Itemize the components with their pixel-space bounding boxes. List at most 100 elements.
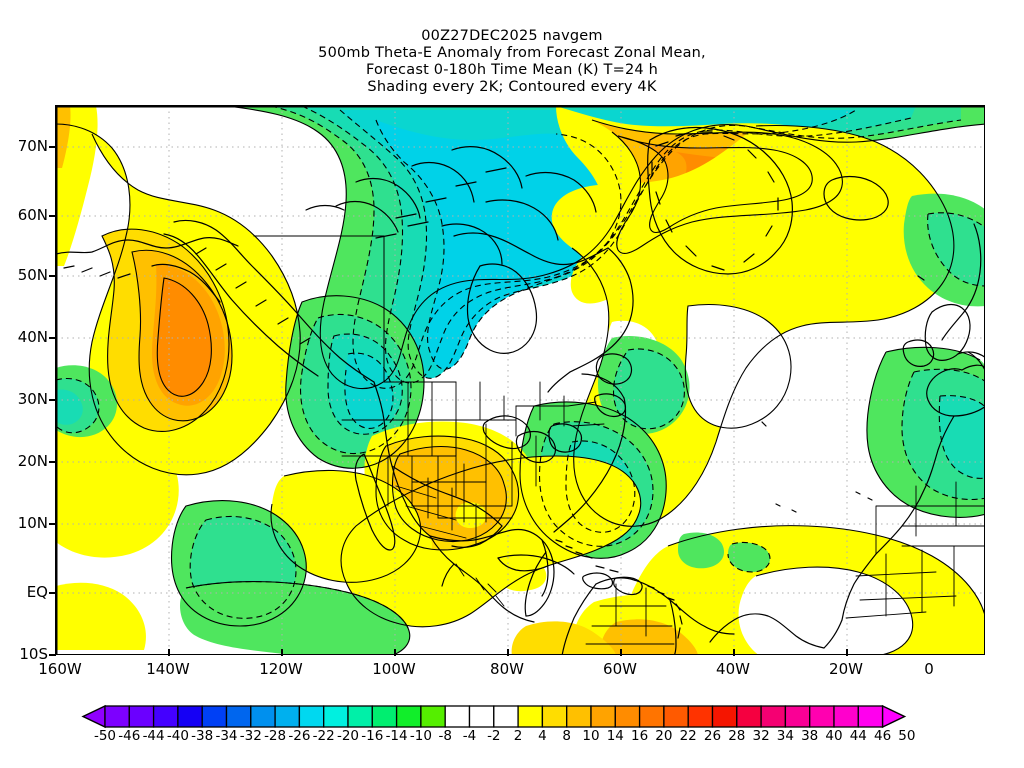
colorbar-tick-label: -44: [142, 728, 165, 744]
xtick-label-100W: 100W: [372, 660, 416, 678]
colorbar-tick-label: -40: [166, 728, 189, 744]
shade-nwcorner-teal: [56, 389, 83, 425]
colorbar-swatch: [687, 705, 714, 728]
colorbar-swatch: [225, 705, 252, 728]
shade-carib-cell2: [497, 556, 547, 592]
ytick-label-70N: 70N: [17, 137, 48, 155]
coastlines: [56, 126, 984, 654]
ytick-mark-30N: [49, 399, 56, 401]
xtick-mark-120W: [281, 649, 283, 656]
colorbar-swatch: [444, 705, 471, 728]
ytick-mark-20N: [49, 461, 56, 463]
colorbar-swatches: [81, 704, 907, 729]
colorbar-swatch: [298, 705, 325, 728]
shade-gulfguinea-gold: [601, 619, 698, 654]
map-plot-area: [55, 105, 985, 655]
colorbar-tick-label: -38: [191, 728, 214, 744]
colorbar-swatch: [395, 705, 422, 728]
colorbar-tick-label: -28: [264, 728, 287, 744]
xtick-label-20W: 20W: [829, 660, 863, 678]
colorbar-tick-label: 50: [898, 728, 916, 744]
colorbar-tick-label: 20: [655, 728, 673, 744]
colorbar: -50 -46 -44 -40 -38 -34 -32 -28 -26 -22 -20 -16 -14-…: [0, 700, 1024, 760]
colorbar-swatch: [371, 705, 398, 728]
xtick-mark-20W: [846, 649, 848, 656]
shade-plains-cyan: [344, 353, 393, 429]
colorbar-swatch: [128, 705, 155, 728]
colorbar-swatch: [177, 705, 203, 728]
colorbar-swatch: [347, 705, 373, 728]
colorbar-tick-label: -8: [438, 728, 452, 744]
ytick-label-10N: 10N: [17, 514, 48, 532]
shade-atl-cell2: [728, 542, 771, 572]
colorbar-under-arrow: [81, 704, 106, 729]
colorbar-tick-label: 34: [776, 728, 794, 744]
ytick-label-20N: 20N: [17, 452, 48, 470]
title-line-forecast: Forecast 0-180h Time Mean (K) T=24 h: [366, 62, 658, 78]
colorbar-tick-label: 32: [752, 728, 770, 744]
colorbar-swatch: [614, 705, 641, 728]
ytick-label-10S: 10S: [19, 645, 48, 663]
colorbar-swatch: [201, 705, 228, 728]
colorbar-swatch: [323, 705, 349, 728]
ytick-label-50N: 50N: [17, 266, 48, 284]
colorbar-swatch: [760, 705, 787, 728]
white-hole-central-atlantic: [685, 304, 791, 429]
xtick-mark-60W: [620, 649, 622, 656]
ytick-mark-50N: [49, 275, 56, 277]
white-hole-tropatl: [738, 567, 913, 654]
colorbar-tick-label: 28: [728, 728, 746, 744]
colorbar-swatch: [663, 705, 689, 728]
colorbar-swatch: [493, 705, 519, 728]
colorbar-tick-label: -16: [361, 728, 384, 744]
shade-arctic-cyan2: [376, 120, 621, 370]
colorbar-swatch: [784, 705, 811, 728]
colorbar-tick-label: 8: [562, 728, 571, 744]
ytick-mark-10S: [49, 654, 56, 656]
colorbar-tick-label: -34: [215, 728, 238, 744]
anomaly-map: [56, 106, 984, 654]
colorbar-tick-label: -26: [288, 728, 311, 744]
colorbar-tick-label: 26: [703, 728, 722, 744]
colorbar-tick-label: -46: [118, 728, 141, 744]
colorbar-tick-label: -14: [385, 728, 408, 744]
shade-carib-cell3: [455, 502, 487, 528]
xtick-mark-140W: [168, 649, 170, 656]
colorbar-over-arrow: [881, 704, 907, 729]
ytick-mark-40N: [49, 337, 56, 339]
ytick-label-EQ: EQ: [26, 583, 48, 601]
shade-atl-cell1: [678, 532, 725, 569]
colorbar-swatch: [833, 705, 859, 728]
shade-wafrica-gold: [511, 621, 616, 654]
ytick-label-60N: 60N: [17, 206, 48, 224]
title-line-model: 00Z27DEC2025 navgem: [421, 28, 603, 44]
colorbar-tick-label: 2: [513, 728, 523, 744]
colorbar-swatch: [468, 705, 495, 728]
colorbar-tick-label: -10: [409, 728, 432, 744]
colorbar-swatch: [638, 705, 665, 728]
title-line-shading: Shading every 2K; Contoured every 4K: [367, 79, 657, 95]
colorbar-tick-label: 22: [679, 728, 697, 744]
xtick-label-0: 0: [924, 660, 934, 678]
ytick-label-30N: 30N: [17, 390, 48, 408]
ytick-mark-10N: [49, 523, 56, 525]
ytick-mark-EQ: [49, 592, 56, 594]
colorbar-swatch: [250, 705, 276, 728]
colorbar-swatch: [274, 705, 301, 728]
shade-pacnw-orange3: [157, 278, 212, 397]
colorbar-tick-label: -32: [239, 728, 262, 744]
colorbar-tick-label: -50: [93, 728, 117, 744]
title-line-variable: 500mb Theta-E Anomaly from Forecast Zona…: [318, 45, 706, 61]
xtick-label-40W: 40W: [716, 660, 750, 678]
xtick-label-60W: 60W: [603, 660, 637, 678]
shade-epac-yellow: [56, 419, 179, 558]
contour-lines-dashed: [56, 106, 984, 629]
colorbar-swatch: [152, 705, 179, 728]
shade-mexico-yellow: [271, 470, 421, 583]
chart-title-block: 00Z27DEC2025 navgem 500mb Theta-E Anomal…: [0, 28, 1024, 96]
colorbar-tick-label: 4: [538, 728, 547, 744]
colorbar-tick-label: 10: [582, 728, 600, 744]
colorbar-tick-label: 16: [631, 728, 649, 744]
colorbar-swatch: [541, 705, 568, 728]
